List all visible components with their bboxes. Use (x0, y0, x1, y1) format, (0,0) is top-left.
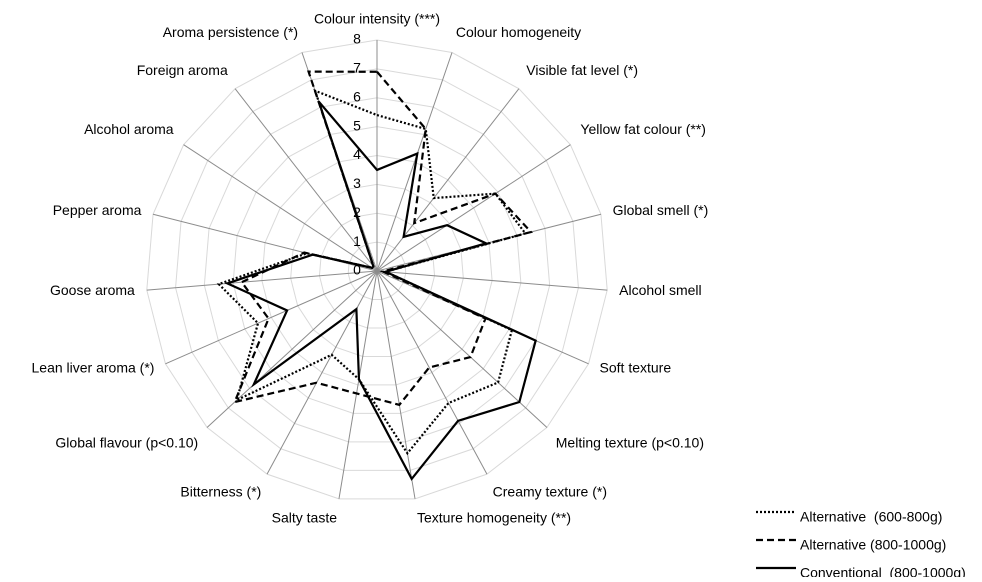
category-label: Melting texture (p<0.10) (556, 434, 704, 450)
category-label: Alcohol aroma (84, 121, 174, 137)
grid-ring (318, 212, 436, 329)
spoke (376, 270, 416, 499)
spoke (165, 270, 378, 365)
category-label: Creamy texture (*) (493, 483, 607, 499)
tick-label: 2 (353, 204, 361, 220)
spoke (266, 270, 378, 475)
category-label: Pepper aroma (53, 202, 142, 218)
category-label: Global flavour (p<0.10) (55, 434, 198, 450)
spoke (338, 270, 378, 499)
category-label: Foreign aroma (137, 62, 228, 78)
category-label: Texture homogeneity (**) (417, 509, 571, 525)
grid-ring (347, 241, 407, 300)
spoke (376, 144, 571, 272)
legend-label: Alternative (800-1000g) (800, 537, 946, 553)
category-label: Salty taste (272, 509, 338, 525)
category-label: Colour intensity (***) (314, 11, 440, 27)
spoke (376, 270, 488, 475)
grid-ring (203, 97, 551, 443)
spoke (206, 270, 378, 428)
tick-label: 8 (353, 31, 361, 47)
spoke (146, 270, 378, 291)
spoke (376, 52, 453, 272)
category-label: Lean liver aroma (*) (32, 359, 155, 375)
tick-label: 0 (353, 262, 361, 278)
grid-ring (146, 39, 608, 500)
category-label: Soft texture (600, 359, 672, 375)
category-label: Visible fat level (*) (526, 62, 638, 78)
grid-ring (175, 68, 579, 471)
series-line (224, 100, 537, 481)
series-line (216, 88, 528, 456)
category-label: Alcohol smell (619, 282, 701, 298)
category-label: Bitterness (*) (180, 483, 261, 499)
spoke (234, 88, 378, 272)
grid-ring (261, 154, 493, 386)
tick-label: 3 (353, 175, 361, 191)
category-label: Yellow fat colour (**) (580, 121, 706, 137)
spoke (376, 88, 520, 272)
legend-label: Conventional (800-1000g) (800, 565, 966, 577)
category-label: Goose aroma (50, 282, 135, 298)
legend-label: Alternative (600-800g) (800, 509, 942, 525)
tick-label: 6 (353, 88, 361, 104)
spoke (376, 270, 548, 428)
category-label: Global smell (*) (613, 202, 709, 218)
tick-label: 1 (353, 233, 361, 249)
spoke (376, 270, 608, 291)
tick-label: 7 (353, 60, 361, 76)
tick-label: 4 (353, 146, 361, 162)
category-label: Colour homogeneity (456, 24, 581, 40)
category-label: Aroma persistence (*) (163, 24, 298, 40)
spoke (183, 144, 378, 272)
tick-label: 5 (353, 117, 361, 133)
